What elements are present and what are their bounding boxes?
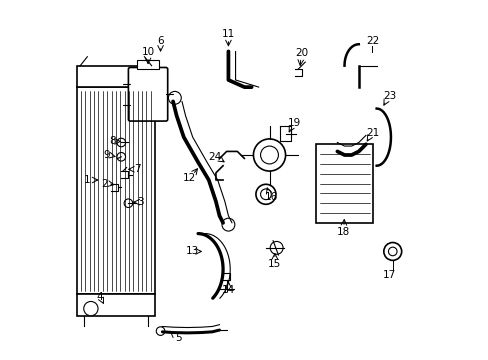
- Circle shape: [255, 184, 275, 204]
- Circle shape: [260, 146, 278, 164]
- Bar: [77, 87, 155, 294]
- Circle shape: [117, 138, 125, 147]
- Text: 8: 8: [109, 136, 115, 147]
- Text: 24: 24: [208, 152, 222, 162]
- Text: 13: 13: [186, 247, 199, 256]
- Text: 4: 4: [96, 292, 103, 302]
- Circle shape: [156, 327, 164, 336]
- Circle shape: [270, 242, 283, 254]
- Text: 3: 3: [137, 197, 144, 207]
- Text: 6: 6: [157, 36, 163, 46]
- Text: 16: 16: [264, 192, 277, 202]
- Text: 17: 17: [382, 270, 395, 280]
- Circle shape: [260, 189, 271, 200]
- Circle shape: [137, 69, 151, 84]
- Text: 1: 1: [84, 175, 90, 185]
- Circle shape: [83, 301, 98, 316]
- Circle shape: [222, 218, 234, 231]
- Text: 19: 19: [287, 118, 301, 128]
- Circle shape: [383, 243, 401, 260]
- Text: 10: 10: [141, 47, 154, 57]
- Text: 21: 21: [366, 128, 379, 138]
- Text: 22: 22: [365, 36, 378, 46]
- Circle shape: [168, 91, 181, 104]
- Bar: [77, 294, 155, 316]
- Text: 5: 5: [175, 333, 182, 343]
- Text: 7: 7: [134, 164, 141, 174]
- Text: 14: 14: [222, 285, 235, 295]
- Circle shape: [387, 247, 396, 256]
- Circle shape: [253, 139, 285, 171]
- Text: 18: 18: [337, 227, 350, 237]
- Circle shape: [117, 153, 125, 161]
- Circle shape: [124, 199, 132, 207]
- Text: 9: 9: [103, 150, 110, 160]
- Text: 11: 11: [222, 29, 235, 39]
- Bar: [137, 60, 159, 69]
- FancyBboxPatch shape: [128, 67, 167, 121]
- Bar: [315, 144, 372, 223]
- Text: 2: 2: [101, 179, 107, 189]
- Bar: [77, 66, 155, 87]
- Text: 20: 20: [294, 48, 307, 58]
- Text: 12: 12: [182, 173, 195, 183]
- Text: 15: 15: [268, 259, 281, 269]
- Text: 23: 23: [383, 91, 396, 101]
